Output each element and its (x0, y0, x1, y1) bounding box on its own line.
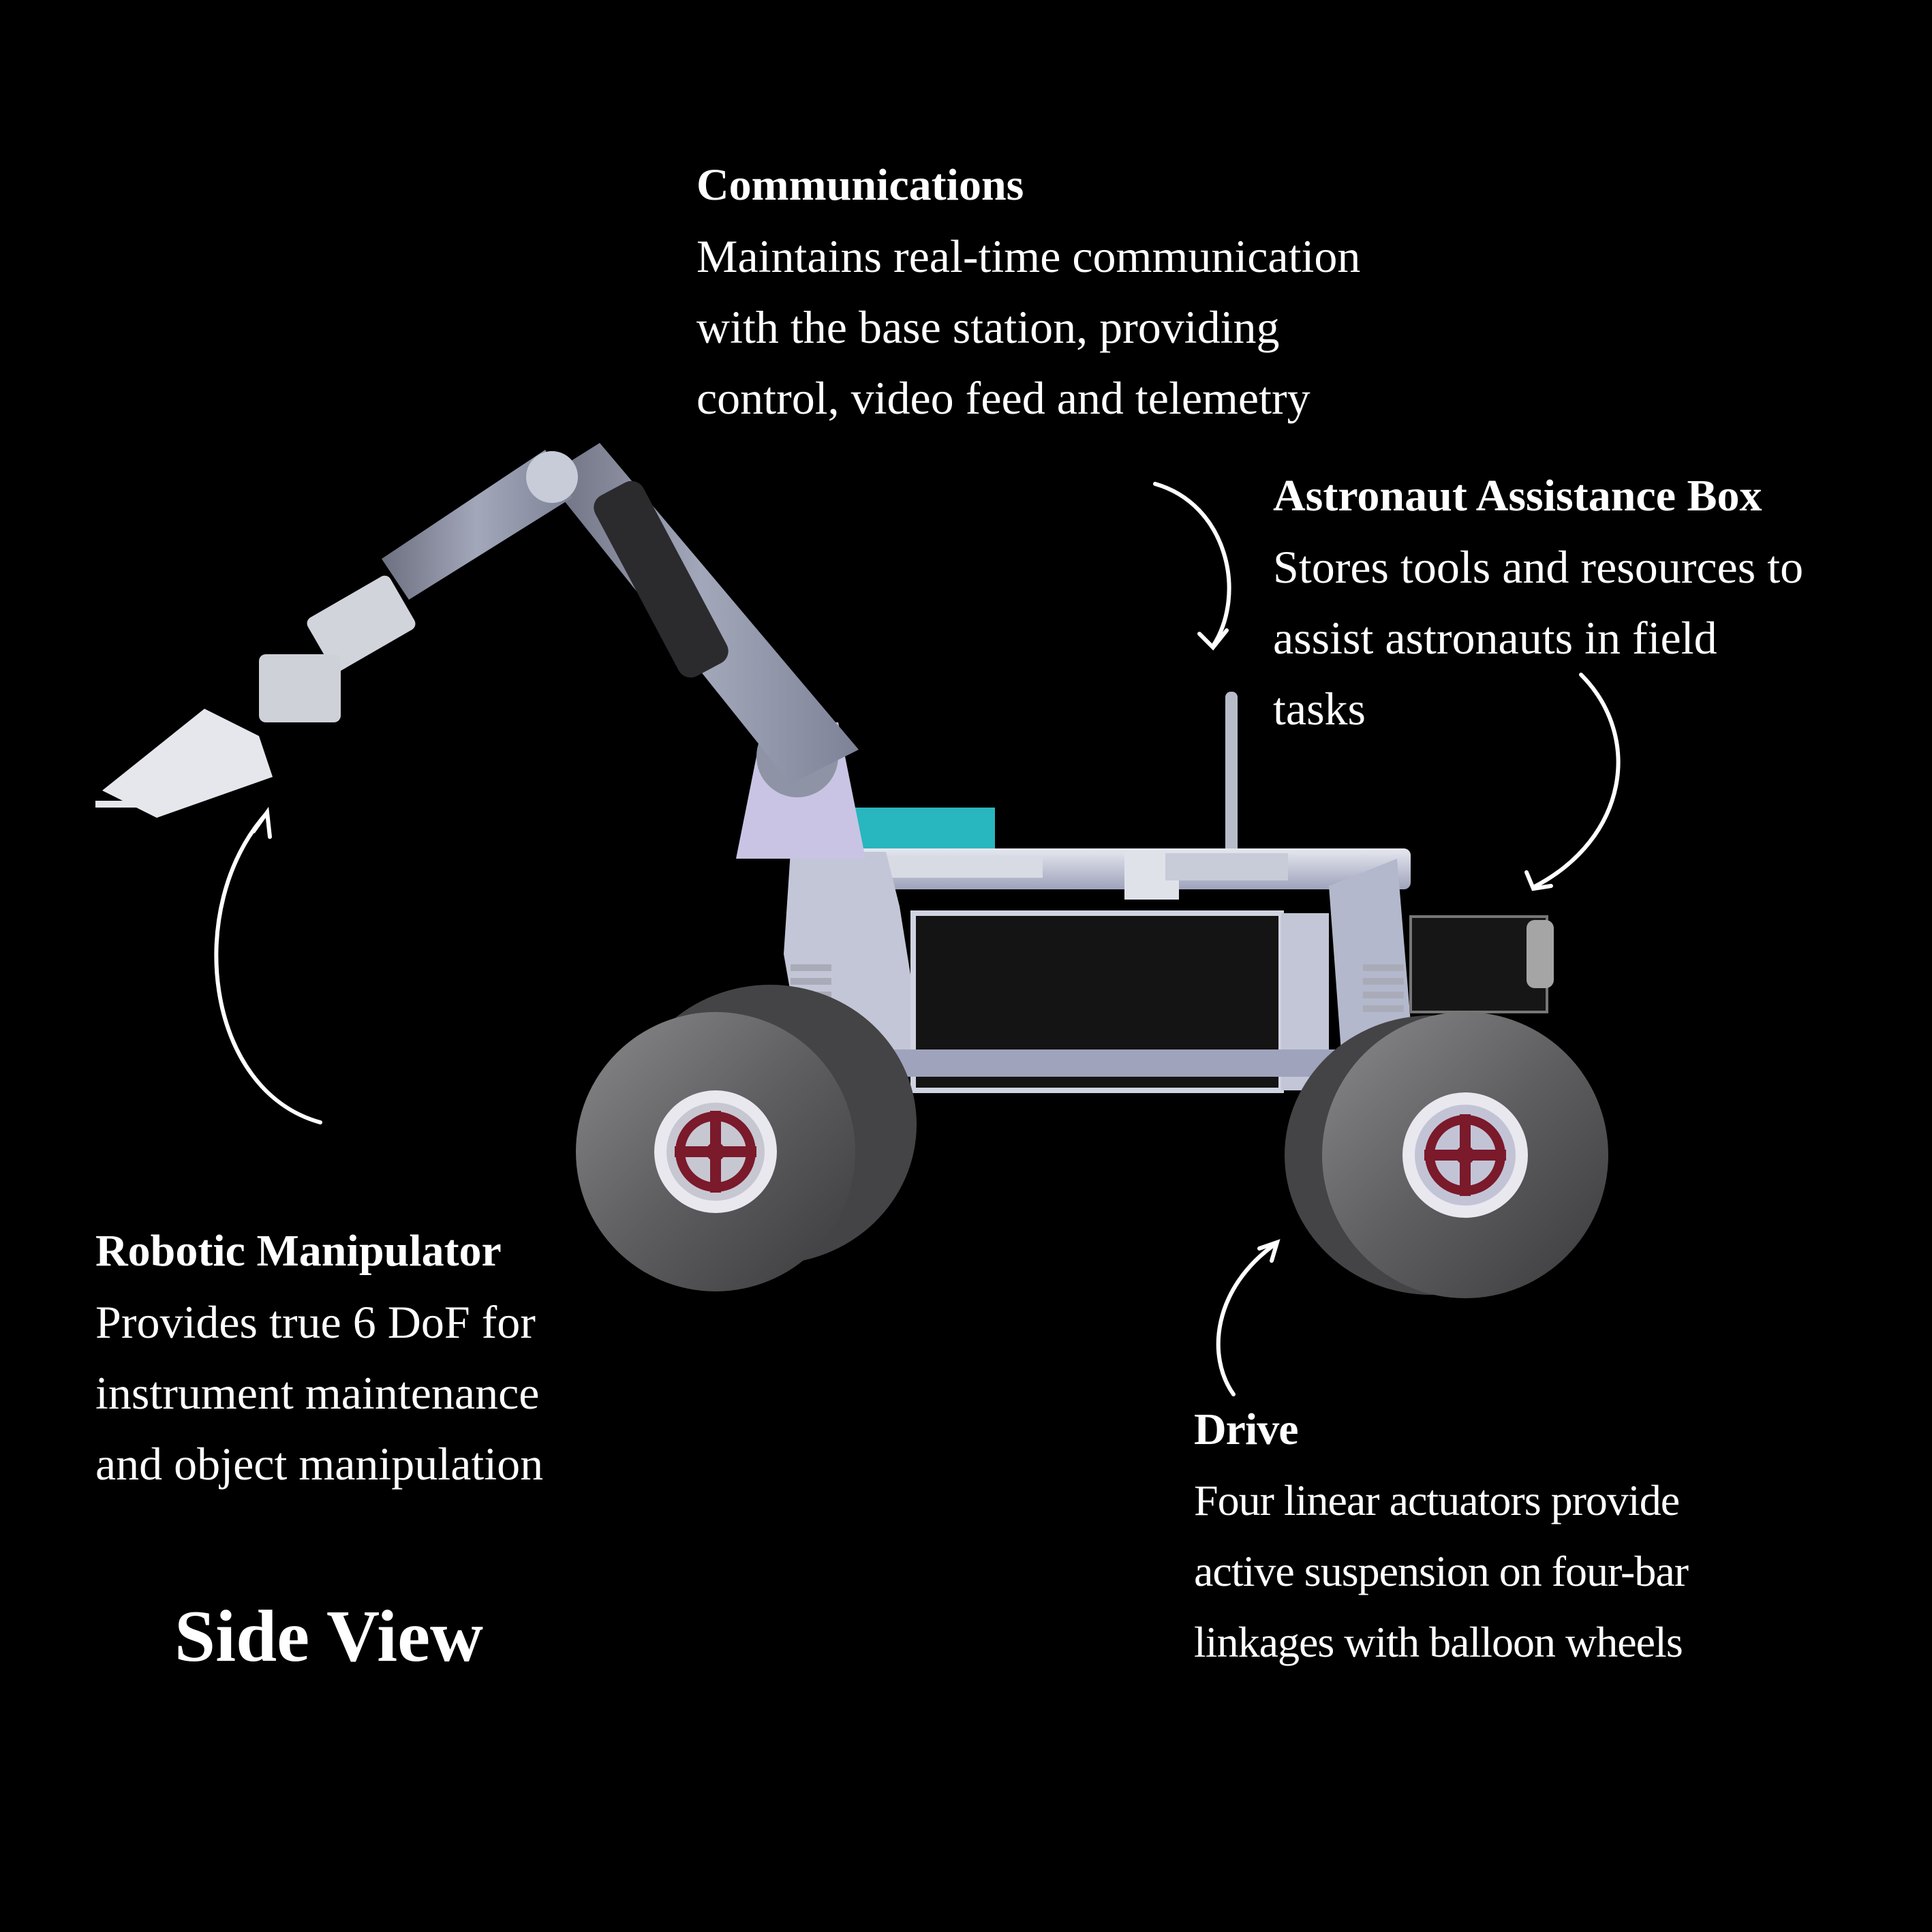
communications-line-3: control, video feed and telemetry (696, 372, 1310, 424)
arrow-assistance-box (1531, 673, 1621, 889)
communications-line-1: Maintains real-time communication (696, 230, 1361, 282)
manipulator-line-2: instrument maintenance (95, 1367, 540, 1419)
assistance-box-line-2: assist astronauts in field (1273, 612, 1717, 664)
assistance-box-line-3: tasks (1273, 683, 1366, 735)
manipulator-title: Robotic Manipulator (95, 1226, 502, 1276)
arrow-drive (1216, 1242, 1278, 1396)
communications-line-2: with the base station, providing (696, 301, 1280, 353)
drive-title: Drive (1194, 1405, 1299, 1454)
drive-line-1: Four linear actuators provide (1194, 1476, 1680, 1524)
callout-arrows (214, 482, 1621, 1396)
assistance-box-line-1: Stores tools and resources to (1273, 541, 1804, 593)
view-label: Side View (174, 1596, 484, 1677)
manipulator-line-1: Provides true 6 DoF for (95, 1296, 536, 1348)
manipulator-line-3: and object manipulation (95, 1438, 544, 1490)
arrow-manipulator (214, 812, 322, 1124)
assistance-box-title: Astronaut Assistance Box (1273, 471, 1762, 521)
communications-title: Communications (696, 160, 1024, 210)
manipulator-callout: Robotic Manipulator Provides true 6 DoF … (95, 1216, 651, 1499)
rear-wheel (1285, 1012, 1608, 1298)
top-rail (797, 848, 1411, 900)
arrow-communications (1153, 482, 1231, 648)
robotic-arm (95, 443, 865, 859)
front-wheel (576, 985, 917, 1291)
assistance-box-callout: Astronaut Assistance Box Stores tools an… (1273, 461, 1927, 744)
communications-callout: Communications Maintains real-time commu… (696, 150, 1582, 433)
drive-callout: Drive Four linear actuators provide acti… (1194, 1394, 1848, 1678)
drive-line-3: linkages with balloon wheels (1194, 1618, 1683, 1666)
suspension-springs (791, 964, 1404, 1012)
antenna (1225, 692, 1238, 855)
drive-line-2: active suspension on four-bar (1194, 1547, 1689, 1595)
